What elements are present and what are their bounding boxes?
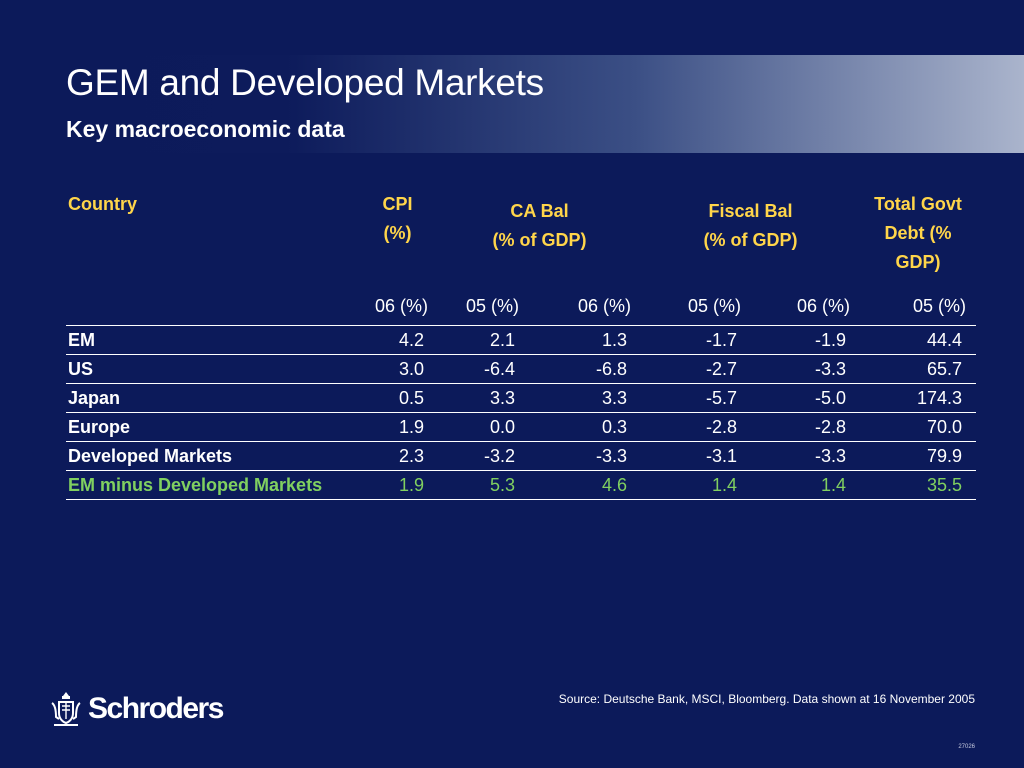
cell-ca-06: 1.3	[529, 325, 641, 355]
header-cpi: CPI (%)	[357, 190, 438, 287]
cell-cpi-06: 1.9	[357, 412, 438, 442]
cell-cpi-06: 4.2	[357, 325, 438, 355]
brand-name: Schroders	[88, 692, 224, 725]
header-debt-line-1: Total Govt	[874, 194, 962, 214]
cell-fiscal-06: -1.9	[751, 325, 860, 355]
cell-debt-05: 174.3	[860, 383, 976, 413]
subheader-spacer	[66, 287, 357, 326]
row-label: Japan	[66, 383, 357, 413]
cell-ca-05: -3.2	[438, 441, 529, 471]
header-debt-line-3: GDP)	[895, 252, 941, 272]
header-fiscal-bal-line-2: (% of GDP)	[703, 230, 798, 250]
cell-ca-06: 4.6	[529, 470, 641, 500]
cell-ca-05: 0.0	[438, 412, 529, 442]
macro-data-table: Country CPI (%) CA Bal (% of GDP) Fiscal…	[66, 190, 976, 500]
cell-fiscal-05: -2.7	[641, 354, 751, 384]
cell-ca-06: -6.8	[529, 354, 641, 384]
table-row-em-minus-dm: EM minus Developed Markets 1.9 5.3 4.6 1…	[66, 470, 976, 500]
header-total-govt-debt: Total Govt Debt (% GDP)	[860, 190, 976, 287]
cell-debt-05: 79.9	[860, 441, 976, 471]
cell-fiscal-06: -5.0	[751, 383, 860, 413]
subheader-debt-05: 05 (%)	[912, 295, 966, 316]
cell-fiscal-05: 1.4	[641, 470, 751, 500]
slide-subtitle: Key macroeconomic data	[66, 116, 345, 142]
cell-cpi-06: 3.0	[357, 354, 438, 384]
header-debt-line-2: Debt (%	[884, 223, 952, 243]
cell-ca-05: 5.3	[438, 470, 529, 500]
cell-debt-05: 70.0	[860, 412, 976, 442]
table-row-em: EM 4.2 2.1 1.3 -1.7 -1.9 44.4	[66, 325, 976, 355]
schroders-logo: Schroders	[50, 689, 224, 729]
subheader-cpi-06: 06 (%)	[374, 295, 428, 316]
crest-icon	[51, 692, 81, 726]
subheader-ca-05: 05 (%)	[465, 295, 519, 316]
cell-ca-06: 0.3	[529, 412, 641, 442]
subheader-fiscal-06: 06 (%)	[796, 295, 850, 316]
row-label: Europe	[66, 412, 357, 442]
cell-fiscal-05: -1.7	[641, 325, 751, 355]
cell-debt-05: 65.7	[860, 354, 976, 384]
header-ca-bal: CA Bal (% of GDP)	[438, 190, 641, 287]
header-cpi-line-1: CPI	[382, 194, 413, 214]
table-row-developed-markets: Developed Markets 2.3 -3.2 -3.3 -3.1 -3.…	[66, 441, 976, 471]
cell-ca-06: 3.3	[529, 383, 641, 413]
cell-fiscal-06: -2.8	[751, 412, 860, 442]
cell-ca-05: -6.4	[438, 354, 529, 384]
table-row-japan: Japan 0.5 3.3 3.3 -5.7 -5.0 174.3	[66, 383, 976, 413]
cell-ca-05: 2.1	[438, 325, 529, 355]
header-fiscal-bal-line-1: Fiscal Bal	[708, 201, 793, 221]
slide-title: GEM and Developed Markets	[66, 62, 544, 103]
table-row-europe: Europe 1.9 0.0 0.3 -2.8 -2.8 70.0	[66, 412, 976, 442]
row-label: US	[66, 354, 357, 384]
source-note: Source: Deutsche Bank, MSCI, Bloomberg. …	[558, 692, 975, 706]
header-ca-bal-line-1: CA Bal	[510, 201, 569, 221]
header-country: Country	[68, 194, 137, 214]
cell-fiscal-06: -3.3	[751, 354, 860, 384]
table-header-row: Country CPI (%) CA Bal (% of GDP) Fiscal…	[66, 190, 976, 287]
table-row-us: US 3.0 -6.4 -6.8 -2.7 -3.3 65.7	[66, 354, 976, 384]
cell-cpi-06: 0.5	[357, 383, 438, 413]
title-banner	[0, 55, 1024, 153]
table-subheader-row: 06 (%) 05 (%) 06 (%) 05 (%) 06 (%) 05 (%…	[66, 287, 976, 326]
subheader-fiscal-05: 05 (%)	[687, 295, 741, 316]
cell-debt-05: 35.5	[860, 470, 976, 500]
row-label: EM minus Developed Markets	[66, 470, 357, 500]
cell-cpi-06: 1.9	[357, 470, 438, 500]
subheader-ca-06: 06 (%)	[577, 295, 631, 316]
cell-cpi-06: 2.3	[357, 441, 438, 471]
cell-ca-06: -3.3	[529, 441, 641, 471]
cell-fiscal-05: -3.1	[641, 441, 751, 471]
cell-fiscal-06: -3.3	[751, 441, 860, 471]
row-label: Developed Markets	[66, 441, 357, 471]
cell-fiscal-06: 1.4	[751, 470, 860, 500]
cell-fiscal-05: -2.8	[641, 412, 751, 442]
cell-ca-05: 3.3	[438, 383, 529, 413]
header-fiscal-bal: Fiscal Bal (% of GDP)	[641, 190, 860, 287]
header-ca-bal-line-2: (% of GDP)	[492, 230, 587, 250]
cell-debt-05: 44.4	[860, 325, 976, 355]
slide-code: 27026	[958, 744, 975, 750]
header-cpi-line-2: (%)	[383, 223, 412, 243]
row-label: EM	[66, 325, 357, 355]
cell-fiscal-05: -5.7	[641, 383, 751, 413]
